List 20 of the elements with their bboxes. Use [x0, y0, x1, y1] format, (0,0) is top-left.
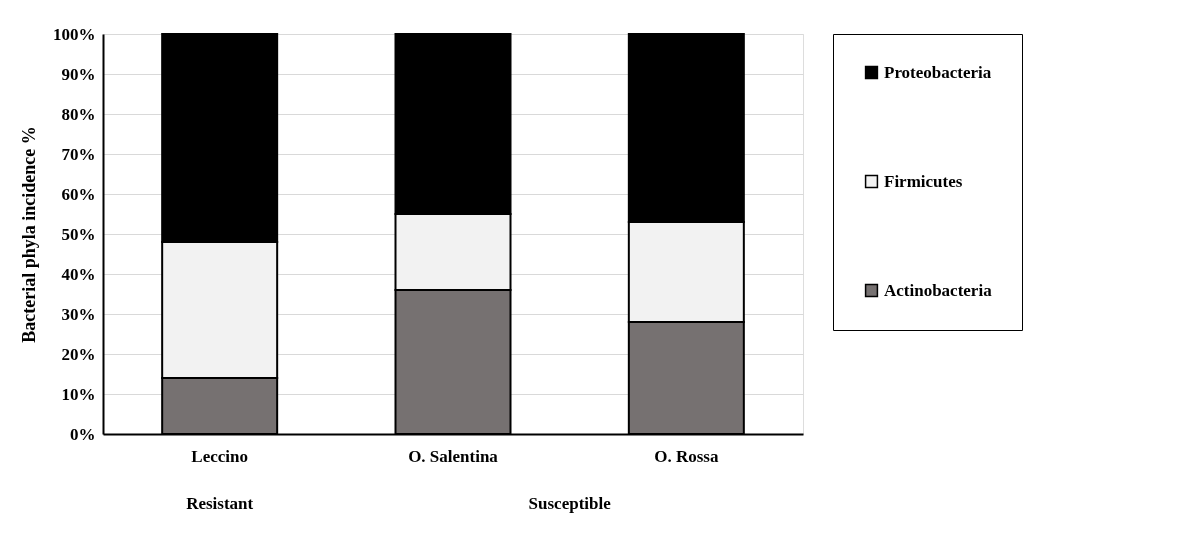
y-axis-title: Bacterial phyla incidence % — [19, 126, 39, 343]
legend-label: Proteobacteria — [884, 62, 992, 82]
y-tick-label: 0% — [70, 424, 96, 444]
y-tick-label: 70% — [61, 144, 96, 164]
y-tick-label: 90% — [61, 64, 96, 84]
y-tick-label: 100% — [53, 24, 96, 44]
y-tick-label: 30% — [61, 304, 96, 324]
x-tick-label: O. Salentina — [408, 446, 499, 466]
legend-label: Firmicutes — [884, 171, 963, 191]
x-tick-label: Leccino — [191, 446, 248, 466]
text: Susceptible — [528, 494, 612, 513]
legend-label: Actinobacteria — [884, 280, 993, 300]
x-tick-label: O. Rossa — [654, 446, 719, 466]
y-tick-label: 10% — [61, 384, 96, 404]
y-tick-label: 80% — [61, 104, 96, 124]
y-tick-label: 40% — [61, 264, 96, 284]
y-tick-label: 50% — [61, 224, 96, 244]
y-tick-label: 60% — [61, 184, 96, 204]
text: Resistant — [186, 494, 254, 513]
y-tick-label: 20% — [61, 344, 96, 364]
